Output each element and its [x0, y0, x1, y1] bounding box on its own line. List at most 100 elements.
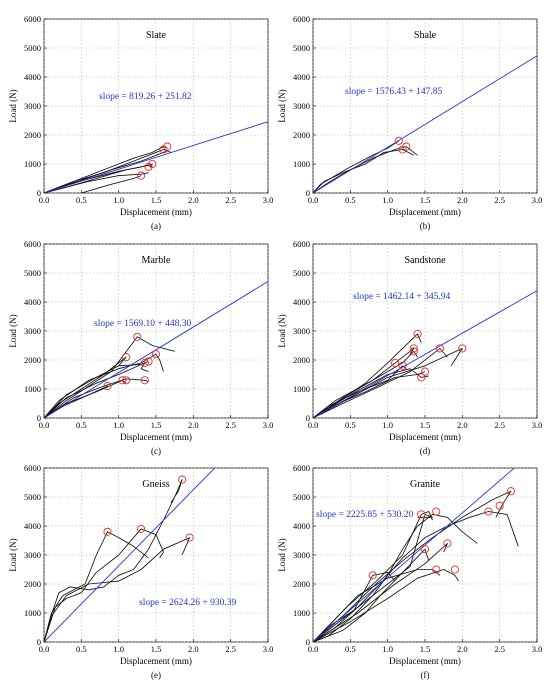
x-tick-label: 0.0: [308, 420, 319, 430]
panel-caption: (e): [151, 670, 161, 680]
y-axis-label: Load (N): [8, 538, 18, 571]
x-tick-label: 1.0: [113, 420, 124, 430]
data-series-line: [43, 479, 183, 643]
failure-point-marker: [420, 545, 430, 554]
y-tick-label: 6000: [293, 463, 310, 473]
failure-point-marker: [133, 332, 142, 341]
fit-line: [312, 55, 538, 194]
data-series-line: [312, 149, 414, 194]
x-tick-label: 3.0: [532, 195, 543, 205]
y-tick-label: 0: [306, 637, 310, 647]
x-tick-label: 0.5: [345, 420, 356, 430]
fit-line: [43, 467, 216, 643]
y-tick-label: 0: [37, 637, 41, 647]
y-tick-label: 1000: [293, 159, 310, 169]
y-axis-label: Load (N): [277, 314, 287, 347]
x-tick-label: 2.0: [188, 420, 199, 430]
failure-point-marker: [144, 357, 153, 366]
y-tick-label: 5000: [24, 492, 41, 502]
fit-line: [43, 281, 269, 419]
x-tick-label: 1.5: [420, 195, 431, 205]
data-series-line: [312, 513, 433, 643]
x-tick-label: 3.0: [532, 644, 543, 654]
fit-line: [43, 121, 269, 194]
failure-point-marker: [185, 533, 194, 542]
x-tick-label: 3.0: [263, 644, 274, 654]
panel-caption: (d): [420, 446, 431, 456]
failure-point-marker: [163, 142, 172, 151]
y-tick-label: 3000: [293, 101, 310, 111]
panel-title: Marble: [142, 255, 171, 266]
x-tick-label: 0.0: [39, 644, 50, 654]
x-axis-label: Displacement (mm): [389, 432, 461, 442]
data-series-line: [312, 490, 512, 643]
failure-point-marker: [435, 344, 444, 353]
x-tick-label: 2.5: [494, 420, 505, 430]
panel-sandstone: 0.0 0.5 1.0 1.5 2.0 2.5 3.0 0 1000 2000 3000 4000 50…: [277, 239, 542, 456]
data-series-line: [43, 356, 127, 419]
failure-point-marker: [122, 353, 131, 362]
x-tick-label: 2.5: [225, 195, 236, 205]
failure-point-marker: [420, 367, 430, 376]
x-tick-label: 0.0: [308, 644, 319, 654]
y-tick-label: 2000: [24, 355, 41, 365]
x-tick-label: 0.5: [345, 195, 356, 205]
data-series-line: [43, 537, 191, 643]
panel-title: Shale: [414, 30, 437, 41]
y-tick-label: 3000: [24, 101, 41, 111]
data-series-line: [312, 569, 459, 643]
panel-granite: 0.0 0.5 1.0 1.5 2.0 2.5 3.0 0 1000 2000 3000 4000 50…: [277, 463, 542, 680]
failure-point-marker: [137, 171, 146, 180]
x-axis-label: Displacement (mm): [389, 656, 461, 666]
panel-caption: (f): [421, 670, 430, 680]
y-tick-label: 1000: [293, 384, 310, 394]
failure-point-marker: [118, 376, 127, 385]
slope-annotation: slope = 1569.10 + 448.30: [94, 319, 192, 329]
x-tick-label: 2.0: [457, 195, 468, 205]
data-series-line: [312, 347, 448, 419]
y-tick-label: 5000: [293, 268, 310, 278]
failure-point-marker: [391, 358, 400, 367]
failure-point-marker: [450, 565, 459, 574]
x-axis-label: Displacement (mm): [120, 656, 192, 666]
y-tick-label: 6000: [293, 239, 310, 249]
panel-title: Sandstone: [404, 255, 446, 266]
data-series-line: [312, 347, 415, 419]
x-tick-label: 3.0: [263, 420, 274, 430]
y-tick-label: 3000: [293, 326, 310, 336]
y-tick-label: 4000: [293, 72, 310, 82]
failure-point-marker: [148, 159, 157, 169]
data-series-line: [312, 146, 418, 194]
data-series-line: [312, 511, 519, 643]
y-tick-label: 1000: [24, 384, 41, 394]
y-tick-label: 2000: [24, 130, 41, 140]
data-series-line: [43, 150, 168, 194]
failure-point-marker: [413, 329, 422, 338]
panel-title: Gneiss: [142, 479, 169, 490]
y-tick-label: 6000: [24, 463, 41, 473]
slope-annotation: slope = 819.26 + 251.82: [99, 92, 192, 102]
data-series-line: [43, 361, 149, 419]
fit-line: [312, 290, 538, 419]
y-tick-label: 1000: [293, 608, 310, 618]
y-tick-label: 0: [37, 188, 41, 198]
y-tick-label: 5000: [24, 268, 41, 278]
y-tick-label: 5000: [293, 43, 310, 53]
x-tick-label: 2.5: [494, 644, 505, 654]
x-tick-label: 0.5: [76, 644, 87, 654]
x-tick-label: 1.5: [151, 420, 162, 430]
data-series-line: [312, 347, 463, 419]
slope-annotation: slope = 2624.26 + 930.39: [139, 598, 237, 608]
x-tick-label: 0.5: [76, 195, 87, 205]
panel-gneiss: 0.0 0.5 1.0 1.5 2.0 2.5 3.0 0 1000 2000 3000 4000 50…: [8, 463, 273, 680]
x-tick-label: 0.5: [345, 644, 356, 654]
failure-point-marker: [432, 507, 441, 516]
data-series-line: [312, 368, 429, 419]
x-tick-label: 1.5: [420, 420, 431, 430]
data-series-line: [312, 140, 400, 194]
slope-annotation: slope = 2225.85 + 530.20: [316, 510, 414, 520]
data-series-line: [312, 511, 433, 643]
failure-point-marker: [409, 344, 418, 353]
y-axis-label: Load (N): [277, 538, 287, 571]
y-tick-label: 2000: [24, 579, 41, 589]
